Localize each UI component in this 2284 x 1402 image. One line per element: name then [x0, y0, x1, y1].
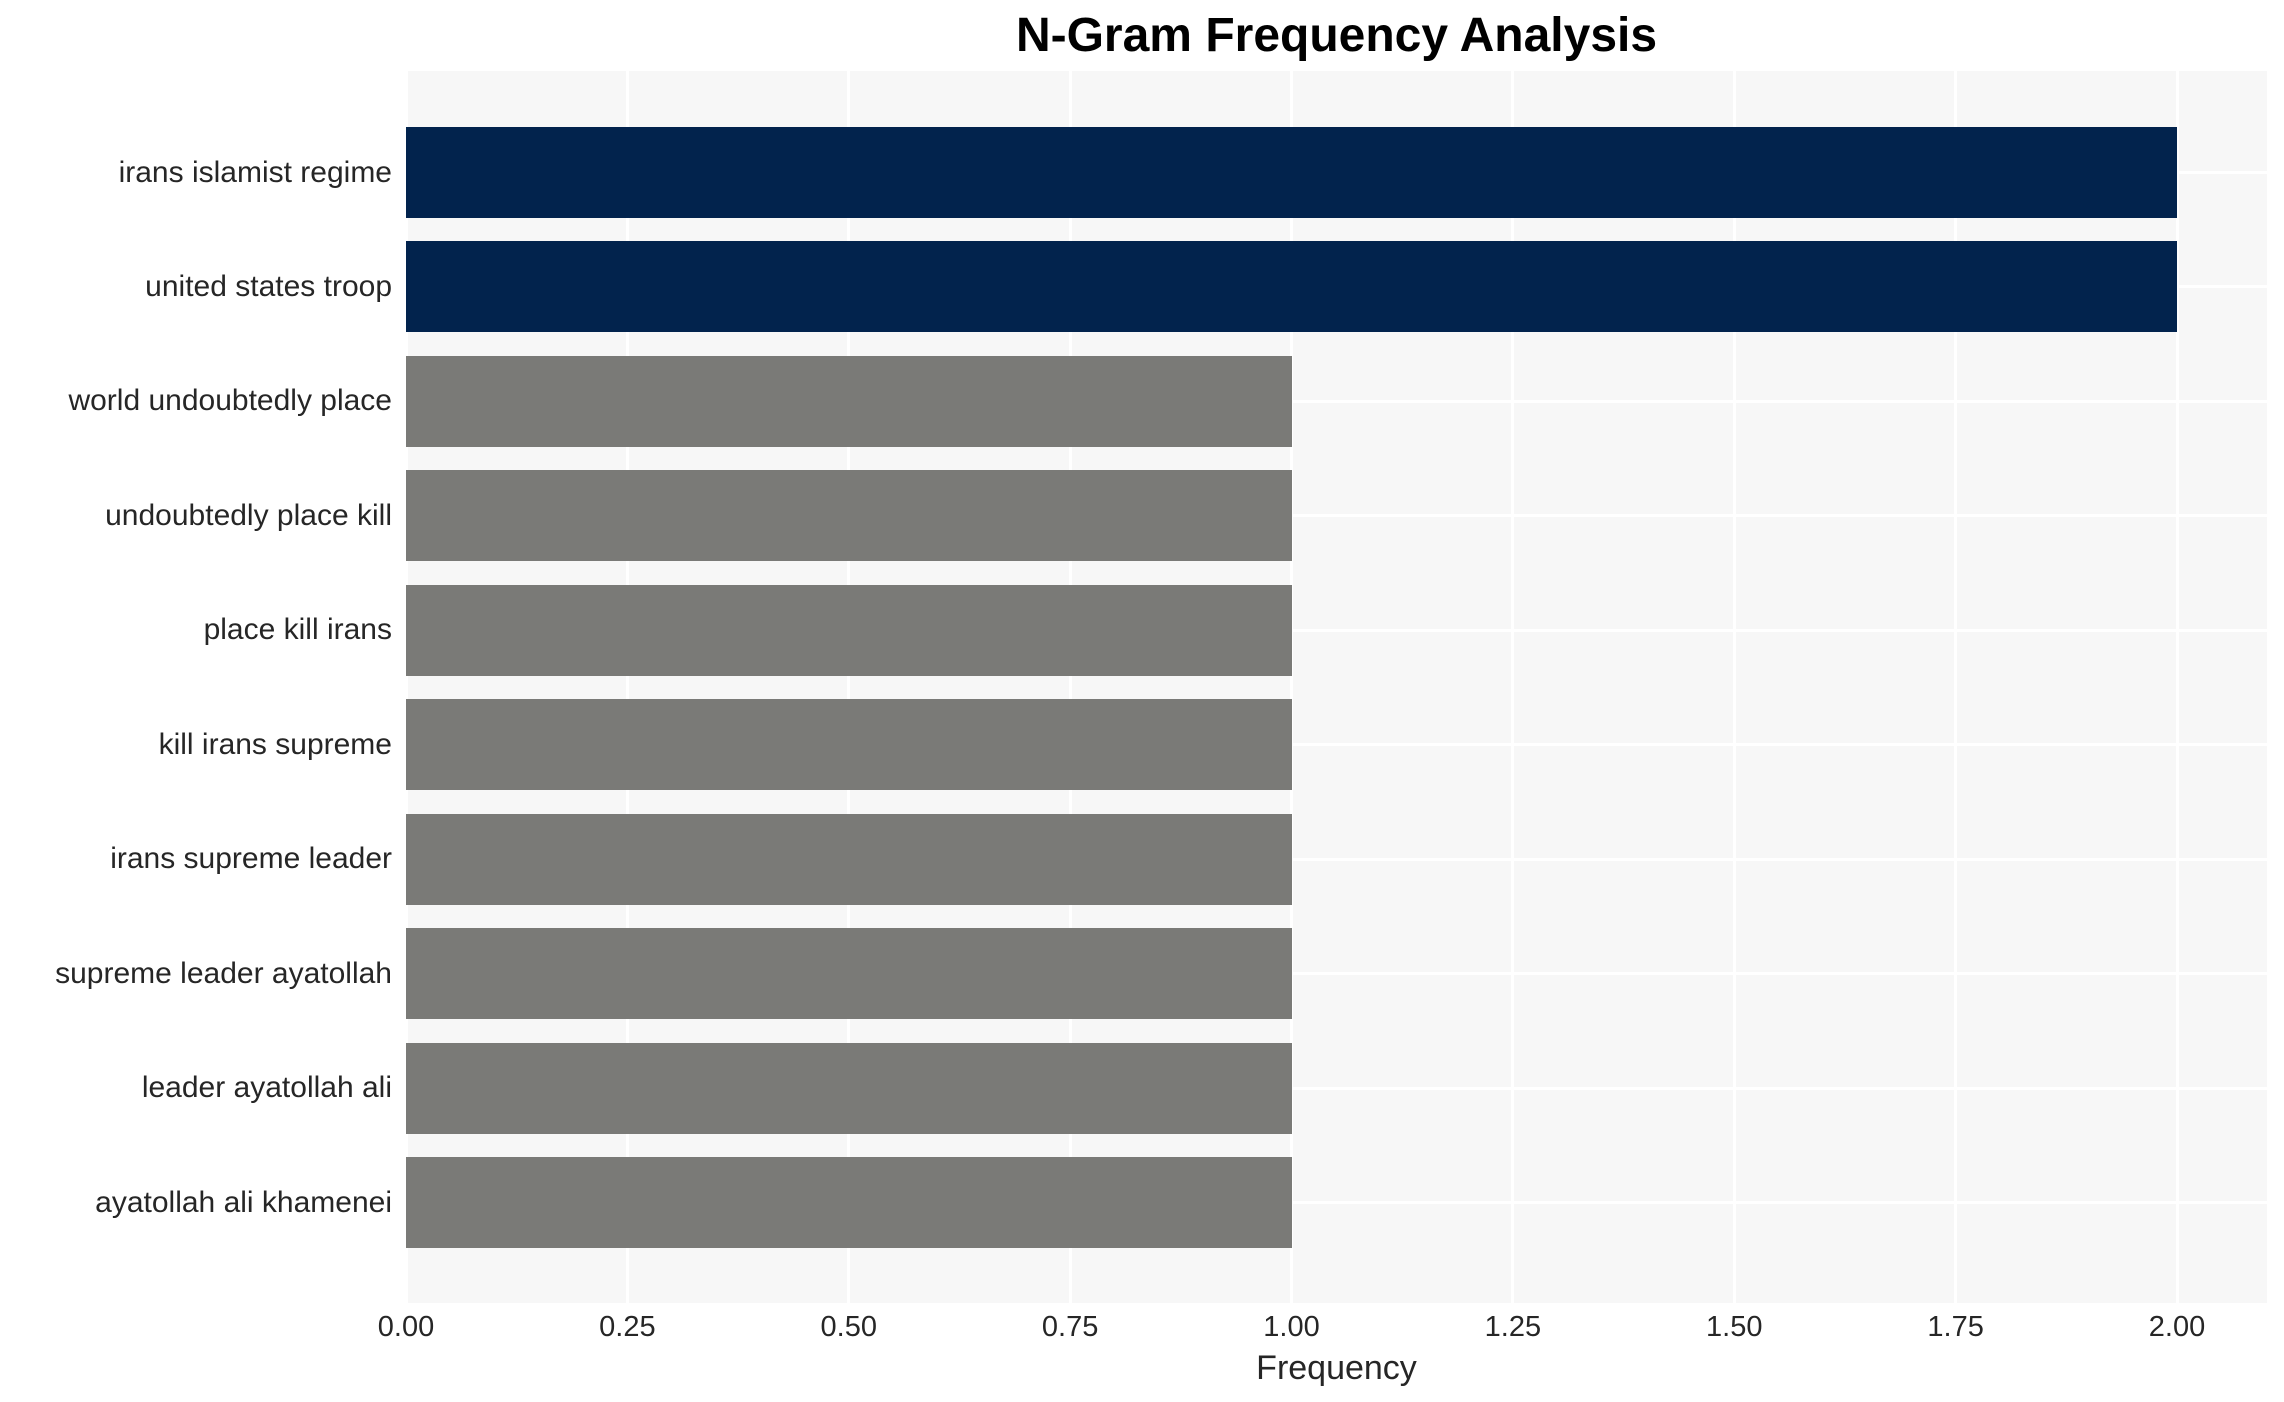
gridline-horizontal	[406, 1201, 2267, 1204]
category-label: leader ayatollah ali	[141, 1071, 392, 1105]
bar	[406, 813, 1292, 905]
x-tick-label: 2.00	[2148, 1311, 2206, 1343]
gridline-horizontal	[406, 628, 2267, 632]
category-label: supreme leader ayatollah	[55, 956, 392, 990]
gridline-horizontal	[406, 399, 2267, 403]
gridline-vertical	[2175, 71, 2179, 1303]
gridline-vertical	[625, 71, 629, 1303]
gridline-vertical	[847, 71, 851, 1303]
gridline-vertical	[1511, 71, 1515, 1303]
x-tick-label: 1.00	[1263, 1311, 1320, 1343]
category-label: world undoubtedly place	[68, 384, 392, 418]
x-axis-title: Frequency	[1256, 1349, 1417, 1387]
gridline-horizontal	[406, 1086, 2267, 1090]
category-label: ayatollah ali khamenei	[95, 1185, 392, 1219]
x-tick-label: 0.75	[1041, 1311, 1099, 1343]
category-label: undoubtedly place kill	[105, 498, 392, 532]
bar	[406, 127, 2177, 218]
bar	[406, 584, 1292, 676]
bar	[406, 241, 2177, 333]
bar	[406, 1042, 1292, 1134]
x-tick-label: 1.50	[1706, 1311, 1763, 1343]
category-label: irans islamist regime	[118, 155, 392, 189]
x-tick-label: 1.75	[1927, 1311, 1984, 1343]
bar	[406, 699, 1292, 791]
gridline-vertical	[1732, 71, 1736, 1303]
gridline-vertical	[1290, 71, 1293, 1303]
x-tick-label: 0.50	[820, 1311, 877, 1343]
category-label: united states troop	[145, 269, 392, 303]
category-label: irans supreme leader	[110, 842, 392, 876]
bar	[406, 928, 1292, 1020]
x-tick-label: 1.25	[1484, 1311, 1542, 1343]
category-label: kill irans supreme	[158, 727, 392, 761]
gridline-horizontal	[406, 743, 2267, 747]
category-label: place kill irans	[203, 613, 392, 647]
gridline-horizontal	[406, 514, 2267, 518]
x-tick-label: 0.00	[377, 1311, 435, 1343]
chart-title: N-Gram Frequency Analysis	[1015, 9, 1658, 62]
bar	[406, 355, 1292, 447]
gridline-vertical	[404, 71, 408, 1303]
gridline-vertical	[1954, 71, 1958, 1303]
bar	[406, 470, 1292, 562]
gridline-horizontal	[406, 857, 2267, 861]
bar	[406, 1157, 1292, 1248]
x-tick-label: 0.25	[599, 1311, 656, 1343]
gridline-vertical	[1068, 71, 1072, 1303]
plot-area	[404, 71, 2267, 1303]
gridline-horizontal	[406, 972, 2267, 976]
